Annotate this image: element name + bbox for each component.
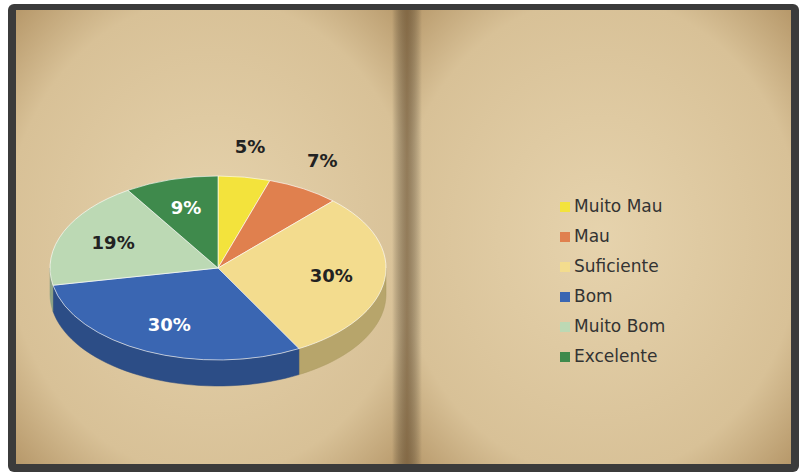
legend-label: Excelente (574, 346, 657, 366)
legend-item: Muito Mau (560, 196, 663, 216)
legend-item: Suficiente (560, 256, 659, 276)
legend-swatch (560, 232, 570, 242)
data-label: 30% (310, 265, 353, 286)
chart: 5% 7% 30% 30% 19% 9% Muito Mau Mau Suficiente Bom… (0, 0, 807, 476)
legend-swatch (560, 262, 570, 272)
legend-item: Bom (560, 286, 613, 306)
legend-label: Suficiente (574, 256, 659, 276)
legend-item: Excelente (560, 346, 657, 366)
legend-label: Bom (574, 286, 613, 306)
data-label: 19% (92, 232, 135, 253)
data-label: 5% (235, 136, 266, 157)
legend-label: Muito Bom (574, 316, 665, 336)
legend-label: Muito Mau (574, 196, 663, 216)
legend-swatch (560, 352, 570, 362)
legend-swatch (560, 292, 570, 302)
pie-top (50, 176, 386, 360)
data-label: 9% (171, 197, 202, 218)
legend-item: Muito Bom (560, 316, 665, 336)
pie-slice (53, 268, 299, 360)
book-spine (392, 10, 422, 464)
legend-swatch (560, 322, 570, 332)
data-labels: 5% 7% 30% 30% 19% 9% (92, 136, 353, 334)
legend-label: Mau (574, 226, 610, 246)
left-page (16, 10, 407, 464)
legend-swatch (560, 202, 570, 212)
legend-item: Mau (560, 226, 610, 246)
pie (50, 176, 386, 386)
data-label: 30% (148, 314, 191, 335)
data-label: 7% (307, 150, 338, 171)
book (8, 4, 799, 472)
right-page (407, 10, 791, 464)
legend: Muito Mau Mau Suficiente Bom Muito Bom Excele… (560, 196, 665, 366)
book-cover (8, 4, 799, 472)
pie-slice (128, 176, 218, 268)
